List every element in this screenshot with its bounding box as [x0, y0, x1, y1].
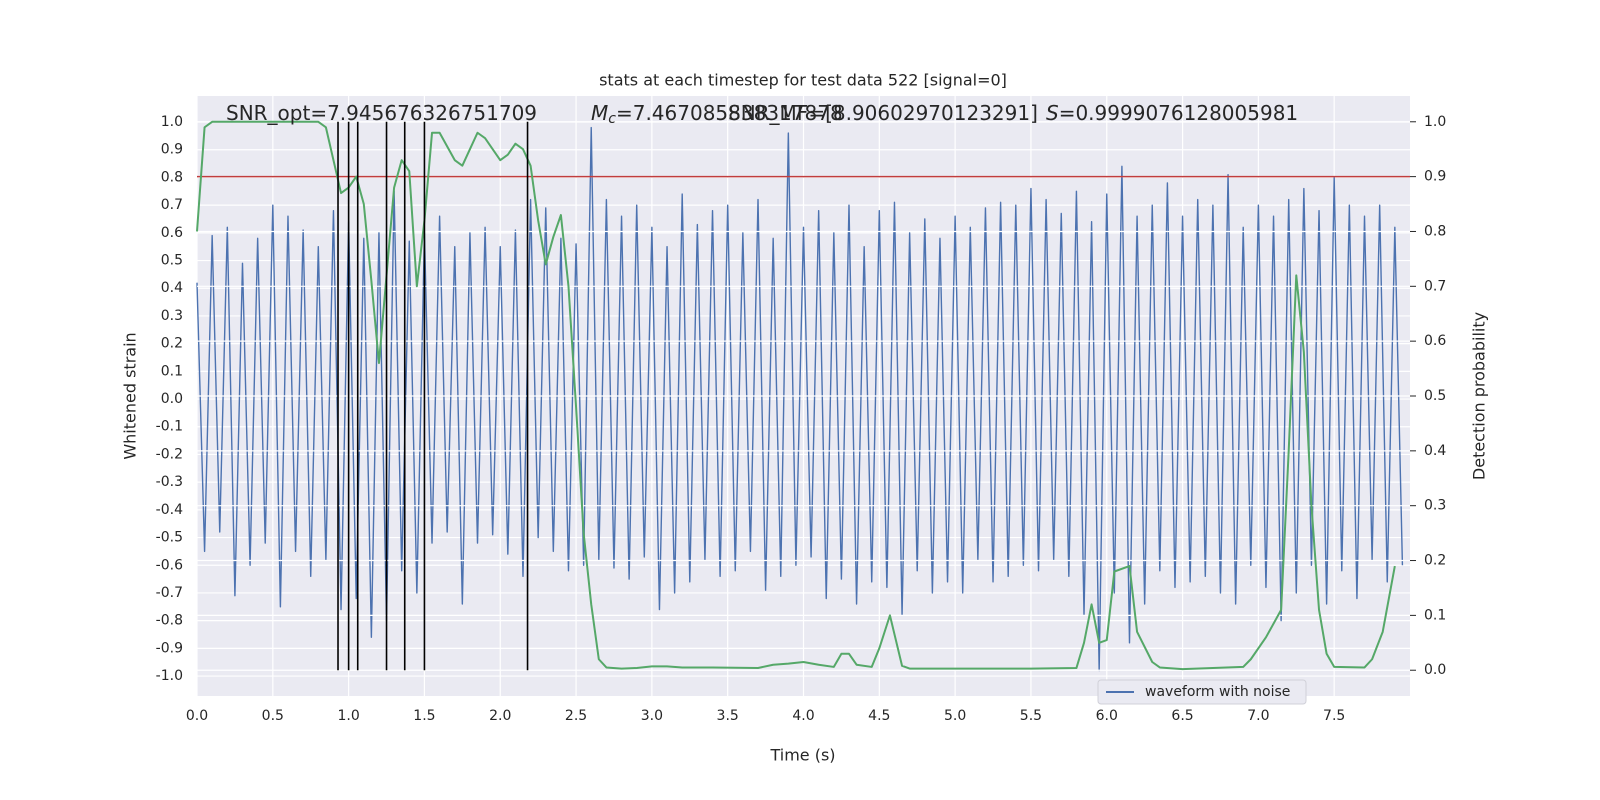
y2-axis-label: Detection probability — [1470, 312, 1489, 480]
x-axis-label: Time (s) — [769, 746, 835, 765]
annotation-part: SNR_MF=[8.90602970123291] — [728, 101, 1038, 125]
y2-tick-label: 0.6 — [1424, 333, 1446, 349]
y-tick-label: -0.2 — [156, 446, 183, 462]
y2-tick-label: 0.7 — [1424, 278, 1446, 294]
y-tick-label: -0.3 — [156, 474, 183, 490]
y-tick-label: 1.0 — [161, 114, 183, 130]
over-layer — [196, 120, 1410, 671]
y-tick-label: 0.3 — [161, 308, 183, 324]
y2-tick-label: 0.8 — [1424, 223, 1446, 239]
y2-tick-label: 0.9 — [1424, 169, 1446, 185]
annotation-part: =7.467085838317878 — [616, 101, 843, 125]
y-tick-label: 0.2 — [161, 336, 183, 352]
x-tick-label: 2.0 — [489, 708, 511, 724]
x-tick-label: 0.5 — [262, 708, 284, 724]
annotation-part: c — [608, 111, 616, 127]
y-tick-label: 0.6 — [161, 225, 183, 241]
annotation-part: M — [591, 101, 608, 125]
annotation-part: =0.9999076128005981 — [1059, 101, 1298, 125]
y-axis-label: Whitened strain — [121, 332, 140, 459]
annotation-part: S — [1046, 101, 1059, 125]
y2-tick-label: 0.1 — [1424, 607, 1446, 623]
y2-tick-label: 0.3 — [1424, 498, 1446, 514]
y-tick-label: 0.5 — [161, 253, 183, 269]
y-tick-label: -0.1 — [156, 419, 183, 435]
x-tick-label: 3.5 — [717, 708, 739, 724]
y-tick-label: -0.9 — [156, 640, 183, 656]
y-tick-label: 0.9 — [161, 142, 183, 158]
annotation: Mc=7.467085838317878 — [591, 101, 843, 128]
annotation-part: SNR_opt=7.945676326751709 — [226, 101, 537, 125]
y2-tick-label: 1.0 — [1424, 114, 1446, 130]
y-tick-label: -0.4 — [156, 502, 183, 518]
x-tick-label: 4.5 — [868, 708, 890, 724]
x-tick-label: 2.5 — [565, 708, 587, 724]
x-tick-label: 0.0 — [186, 708, 208, 724]
y-tick-label: 0.0 — [161, 391, 183, 407]
x-tick-label: 1.5 — [413, 708, 435, 724]
y-tick-label: -0.5 — [156, 530, 183, 546]
y-tick-label: -0.6 — [156, 557, 183, 573]
y-tick-label: -0.7 — [156, 585, 183, 601]
x-tick-label: 4.0 — [792, 708, 814, 724]
x-tick-label: 5.5 — [1020, 708, 1042, 724]
x-tick-label: 7.0 — [1247, 708, 1269, 724]
x-tick-label: 1.0 — [337, 708, 359, 724]
chart-title: stats at each timestep for test data 522… — [599, 71, 1007, 90]
x-tick-label: 3.0 — [641, 708, 663, 724]
y-tick-label: -1.0 — [156, 668, 183, 684]
annotation: SNR_MF=[8.90602970123291] — [728, 101, 1038, 125]
x-tick-label: 7.5 — [1323, 708, 1345, 724]
y-tick-label: -0.8 — [156, 613, 183, 629]
x-tick-label: 5.0 — [944, 708, 966, 724]
y-tick-label: 0.8 — [161, 169, 183, 185]
y2-tick-label: 0.5 — [1424, 388, 1446, 404]
annotation: SNR_opt=7.945676326751709 — [226, 101, 537, 125]
y2-tick-label: 0.4 — [1424, 443, 1446, 459]
y-tick-label: 0.7 — [161, 197, 183, 213]
y2-tick-label: 0.0 — [1424, 662, 1446, 678]
x-tick-label: 6.0 — [1096, 708, 1118, 724]
y2-tick-label: 0.2 — [1424, 553, 1446, 569]
legend-box — [1097, 679, 1307, 705]
y-tick-label: 0.4 — [161, 280, 183, 296]
y-tick-label: 0.1 — [161, 363, 183, 379]
annotation: S=0.9999076128005981 — [1046, 101, 1298, 125]
x-tick-label: 6.5 — [1171, 708, 1193, 724]
legend-label: waveform with noise — [1145, 684, 1290, 700]
